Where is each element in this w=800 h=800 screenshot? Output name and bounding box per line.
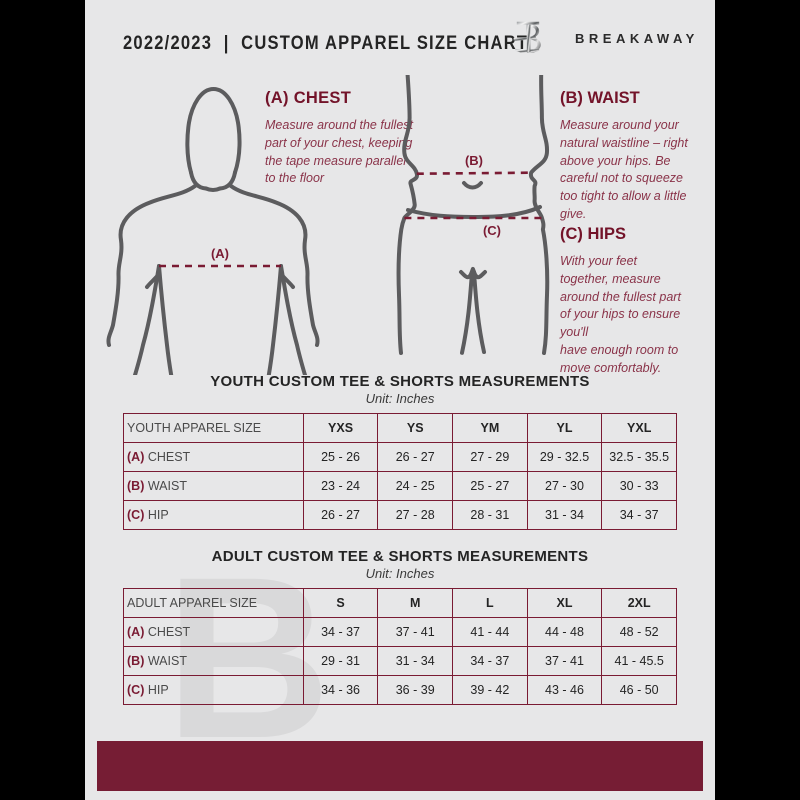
svg-text:(B): (B) [465, 153, 483, 168]
svg-text:(C): (C) [483, 223, 501, 238]
svg-text:(A): (A) [211, 246, 229, 261]
